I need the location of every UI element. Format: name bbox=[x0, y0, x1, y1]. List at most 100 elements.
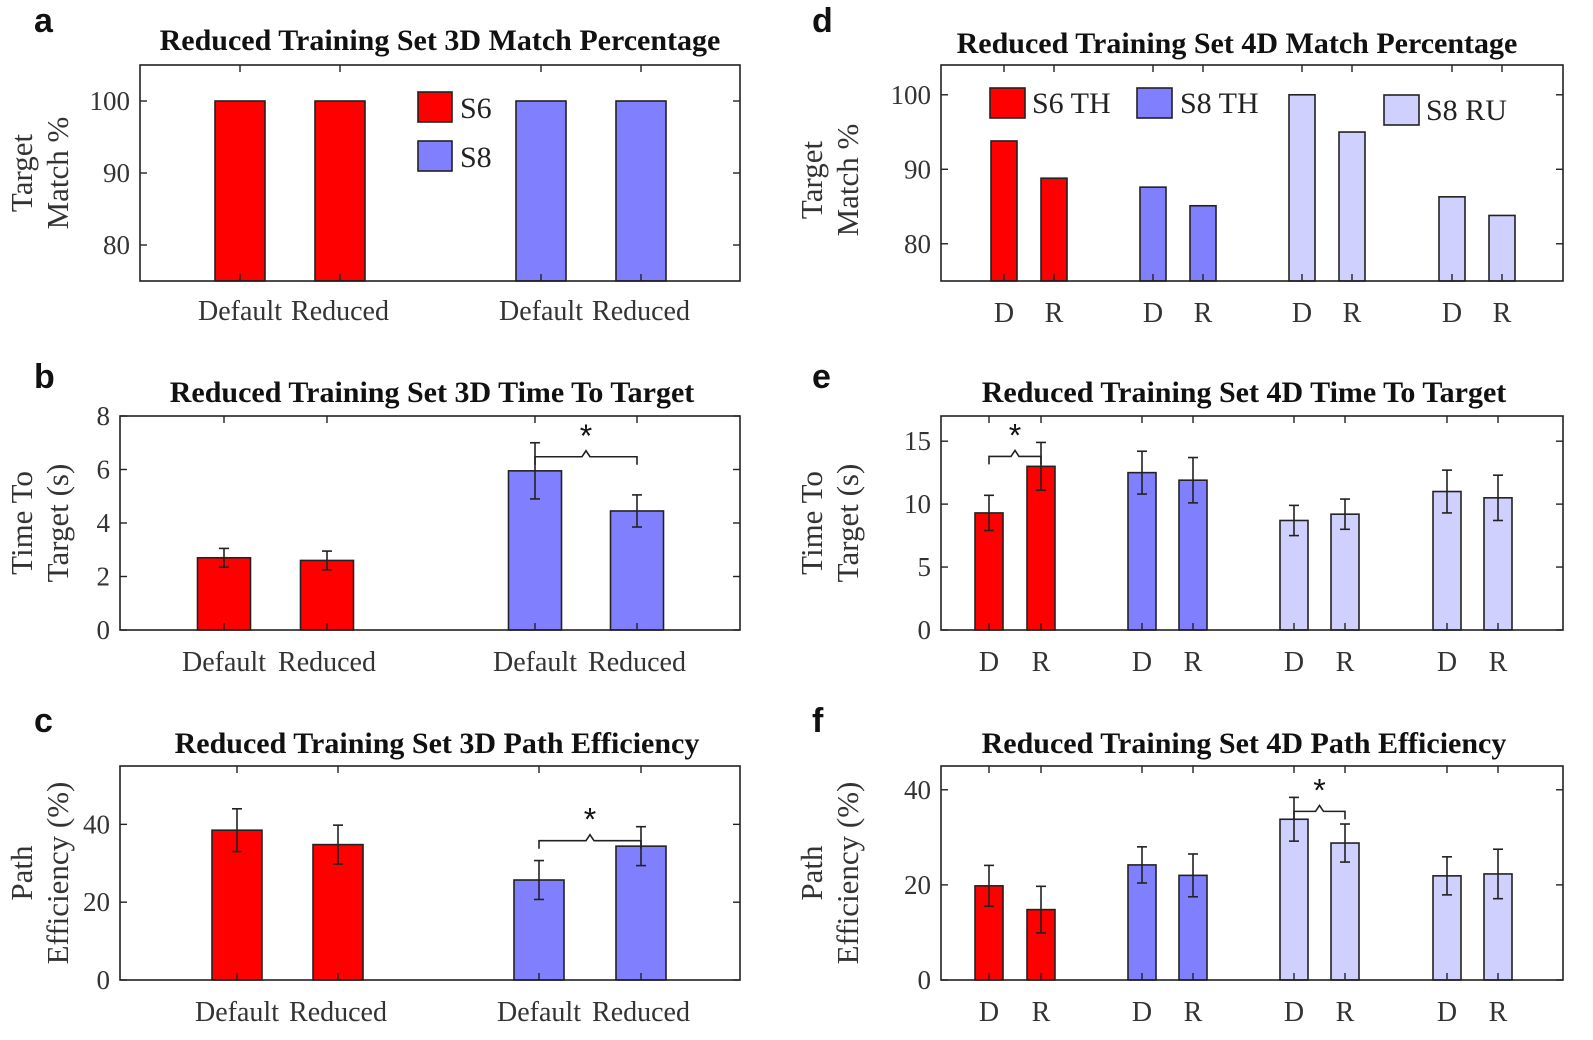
bar bbox=[1279, 519, 1309, 631]
panel-c: c Reduced Training Set 3D Path Efficiency… bbox=[4, 702, 741, 1028]
x-tick-label: R bbox=[1045, 298, 1064, 329]
legend-label: S6 TH bbox=[1032, 87, 1111, 120]
significance-bracket bbox=[988, 448, 1042, 465]
x-tick-label: D bbox=[1143, 298, 1163, 329]
significance-bracket bbox=[538, 833, 642, 849]
x-tick-label: R bbox=[1489, 647, 1508, 678]
x-tick-label: D bbox=[1132, 997, 1152, 1028]
bar bbox=[1040, 177, 1068, 282]
x-tick-label: Reduced bbox=[588, 647, 686, 678]
bar bbox=[1330, 842, 1360, 981]
y-axis-label-line: Efficiency (%) bbox=[40, 782, 75, 965]
y-tick-label: 100 bbox=[90, 86, 131, 116]
bar bbox=[1488, 214, 1516, 282]
x-tick-label: Default bbox=[195, 997, 279, 1028]
panel-letter: d bbox=[812, 2, 833, 40]
legend-swatch bbox=[989, 87, 1026, 119]
y-tick-label: 4 bbox=[97, 508, 111, 538]
bar bbox=[974, 512, 1004, 631]
x-tick-label: Reduced bbox=[278, 647, 376, 678]
y-axis-label-line: Match % bbox=[830, 124, 865, 237]
y-tick-label: 0 bbox=[918, 615, 932, 645]
x-tick-label: D bbox=[1437, 997, 1457, 1028]
bar bbox=[507, 470, 563, 631]
axis-frame bbox=[940, 415, 1564, 631]
legend-swatch bbox=[1383, 94, 1420, 126]
y-tick-label: 90 bbox=[103, 158, 130, 188]
y-axis-label-line: Path bbox=[4, 845, 39, 901]
bar bbox=[1438, 196, 1466, 282]
x-tick-label: D bbox=[1292, 298, 1312, 329]
legend-label: S6 bbox=[460, 92, 492, 125]
bar bbox=[312, 843, 364, 981]
bar bbox=[214, 100, 266, 282]
panel-letter: f bbox=[812, 702, 824, 740]
legend-swatch bbox=[1136, 87, 1173, 119]
x-tick-label: Default bbox=[198, 296, 282, 327]
chart-title: Reduced Training Set 4D Match Percentage bbox=[957, 27, 1518, 60]
x-tick-label: R bbox=[1184, 647, 1203, 678]
panel-letter: b bbox=[34, 358, 55, 396]
bar bbox=[299, 559, 355, 631]
x-tick-label: D bbox=[1284, 647, 1304, 678]
x-tick-label: Default bbox=[499, 296, 583, 327]
axis-frame bbox=[119, 765, 741, 981]
y-axis-label-line: Match % bbox=[40, 117, 75, 230]
x-tick-label: D bbox=[1437, 647, 1457, 678]
y-tick-label: 80 bbox=[103, 230, 130, 260]
bar bbox=[314, 100, 366, 282]
x-tick-label: Reduced bbox=[291, 296, 389, 327]
y-axis-label: PathEfficiency (%) bbox=[794, 782, 865, 965]
x-tick-label: R bbox=[1336, 647, 1355, 678]
chart-title: Reduced Training Set 3D Match Percentage bbox=[160, 24, 721, 57]
panel-a: a Reduced Training Set 3D Match Percentag… bbox=[4, 2, 741, 327]
axis-frame bbox=[940, 64, 1564, 282]
x-tick-label: D bbox=[994, 298, 1014, 329]
significance-star: * bbox=[1009, 417, 1021, 453]
legend-swatch bbox=[417, 91, 453, 123]
chart-title: Reduced Training Set 4D Time To Target bbox=[982, 376, 1507, 409]
chart-title: Reduced Training Set 3D Path Efficiency bbox=[175, 727, 700, 760]
y-axis-label-line: Target (s) bbox=[40, 464, 75, 583]
chart-title: Reduced Training Set 3D Time To Target bbox=[170, 376, 695, 409]
x-tick-label: R bbox=[1032, 647, 1051, 678]
y-tick-label: 6 bbox=[97, 455, 111, 485]
x-tick-label: R bbox=[1194, 298, 1213, 329]
x-tick-label: D bbox=[979, 647, 999, 678]
legend-label: S8 bbox=[460, 141, 492, 174]
x-tick-label: D bbox=[1284, 997, 1304, 1028]
significance-bracket bbox=[534, 449, 638, 465]
bar bbox=[515, 100, 567, 282]
axis-frame bbox=[940, 765, 1564, 981]
bar bbox=[1338, 131, 1366, 282]
y-tick-label: 100 bbox=[891, 80, 932, 110]
y-tick-label: 40 bbox=[83, 809, 110, 839]
x-tick-label: R bbox=[1343, 298, 1362, 329]
y-tick-label: 0 bbox=[97, 615, 111, 645]
panel-letter: e bbox=[812, 358, 831, 396]
y-tick-label: 2 bbox=[97, 562, 111, 592]
bar bbox=[1127, 471, 1157, 631]
panel-d: d Reduced Training Set 4D Match Percentag… bbox=[794, 2, 1564, 329]
x-tick-label: Default bbox=[493, 647, 577, 678]
y-axis-label-line: Path bbox=[794, 845, 829, 901]
bar bbox=[1288, 93, 1316, 282]
bar bbox=[211, 829, 263, 981]
y-axis-label-line: Time To bbox=[4, 471, 39, 575]
x-tick-label: R bbox=[1489, 997, 1508, 1028]
significance-star: * bbox=[584, 802, 596, 838]
y-axis-label: Time ToTarget (s) bbox=[4, 464, 75, 583]
x-tick-label: R bbox=[1336, 997, 1355, 1028]
bar bbox=[1139, 186, 1167, 282]
bar bbox=[196, 556, 252, 631]
y-tick-label: 80 bbox=[904, 229, 931, 259]
x-tick-label: R bbox=[1032, 997, 1051, 1028]
legend-label: S8 RU bbox=[1426, 94, 1507, 127]
x-tick-label: Default bbox=[497, 997, 581, 1028]
bar bbox=[1127, 864, 1157, 981]
y-axis-label-line: Target (s) bbox=[830, 464, 865, 583]
y-axis-label-line: Target bbox=[4, 134, 39, 213]
x-tick-label: D bbox=[1132, 647, 1152, 678]
y-tick-label: 5 bbox=[918, 552, 932, 582]
